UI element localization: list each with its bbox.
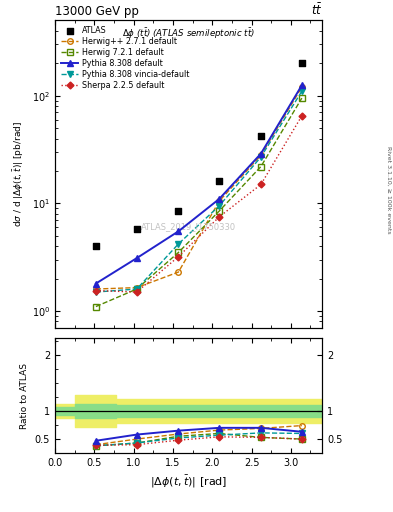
Y-axis label: d$\sigma$ / d $|\Delta\phi(t,\bar{t})|$ [pb/rad]: d$\sigma$ / d $|\Delta\phi(t,\bar{t})|$ … [11,121,26,227]
Sherpa 2.2.5 default [259,181,263,187]
Herwig 7.2.1 default [134,286,139,292]
Herwig 7.2.1 default [299,95,304,101]
Text: 13000 GeV pp: 13000 GeV pp [55,5,139,18]
Text: ATLAS_2019_I1750330: ATLAS_2019_I1750330 [141,222,236,231]
Herwig 7.2.1 default [176,249,181,255]
Pythia 8.308 default [94,281,98,287]
Legend: ATLAS, Herwig++ 2.7.1 default, Herwig 7.2.1 default, Pythia 8.308 default, Pythi: ATLAS, Herwig++ 2.7.1 default, Herwig 7.… [59,25,191,92]
Herwig++ 2.7.1 default [217,198,222,204]
Pythia 8.308 default [299,82,304,89]
Sherpa 2.2.5 default [217,214,222,220]
Pythia 8.308 vincia-default [299,88,304,94]
Pythia 8.308 default [134,255,139,261]
X-axis label: $|\Delta\phi(t,\bar{t})|$ [rad]: $|\Delta\phi(t,\bar{t})|$ [rad] [150,474,227,490]
ATLAS [258,132,264,140]
ATLAS [175,207,182,215]
Line: Pythia 8.308 vincia-default: Pythia 8.308 vincia-default [93,88,305,295]
Herwig 7.2.1 default [217,208,222,214]
Herwig 7.2.1 default [94,304,98,310]
ATLAS [216,177,222,185]
Pythia 8.308 vincia-default [259,154,263,160]
Herwig++ 2.7.1 default [134,285,139,291]
Sherpa 2.2.5 default [94,287,98,293]
Line: Sherpa 2.2.5 default: Sherpa 2.2.5 default [94,114,304,294]
Sherpa 2.2.5 default [134,289,139,295]
Line: Herwig++ 2.7.1 default: Herwig++ 2.7.1 default [93,84,305,292]
Pythia 8.308 vincia-default [217,203,222,209]
ATLAS [134,225,140,233]
Sherpa 2.2.5 default [299,113,304,119]
ATLAS [299,59,305,68]
Pythia 8.308 vincia-default [134,286,139,292]
Herwig++ 2.7.1 default [94,286,98,292]
Y-axis label: Ratio to ATLAS: Ratio to ATLAS [20,362,29,429]
Herwig 7.2.1 default [259,163,263,169]
Line: Pythia 8.308 default: Pythia 8.308 default [93,82,305,287]
Pythia 8.308 vincia-default [94,289,98,295]
Pythia 8.308 vincia-default [176,241,181,247]
Herwig++ 2.7.1 default [299,84,304,90]
Text: $\Delta\phi$ ($t\bar{t}$) (ATLAS semileptonic $t\bar{t}$): $\Delta\phi$ ($t\bar{t}$) (ATLAS semilep… [122,27,255,41]
Pythia 8.308 default [176,228,181,234]
Text: $t\bar{t}$: $t\bar{t}$ [311,3,322,18]
Herwig++ 2.7.1 default [176,269,181,275]
Herwig++ 2.7.1 default [259,152,263,158]
Text: Rivet 3.1.10, ≥ 100k events: Rivet 3.1.10, ≥ 100k events [386,145,391,233]
Line: Herwig 7.2.1 default: Herwig 7.2.1 default [93,95,305,309]
ATLAS [93,242,99,250]
Pythia 8.308 default [259,151,263,157]
Sherpa 2.2.5 default [176,253,181,260]
Pythia 8.308 default [217,196,222,202]
